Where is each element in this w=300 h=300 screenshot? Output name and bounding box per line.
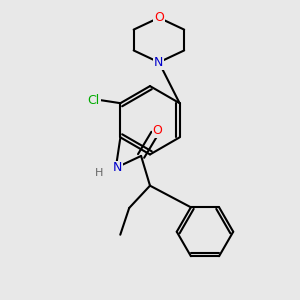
Text: O: O: [152, 124, 162, 137]
Text: Cl: Cl: [88, 94, 100, 107]
Text: N: N: [154, 56, 164, 69]
Text: H: H: [95, 168, 104, 178]
Text: N: N: [112, 161, 122, 174]
Text: O: O: [154, 11, 164, 24]
